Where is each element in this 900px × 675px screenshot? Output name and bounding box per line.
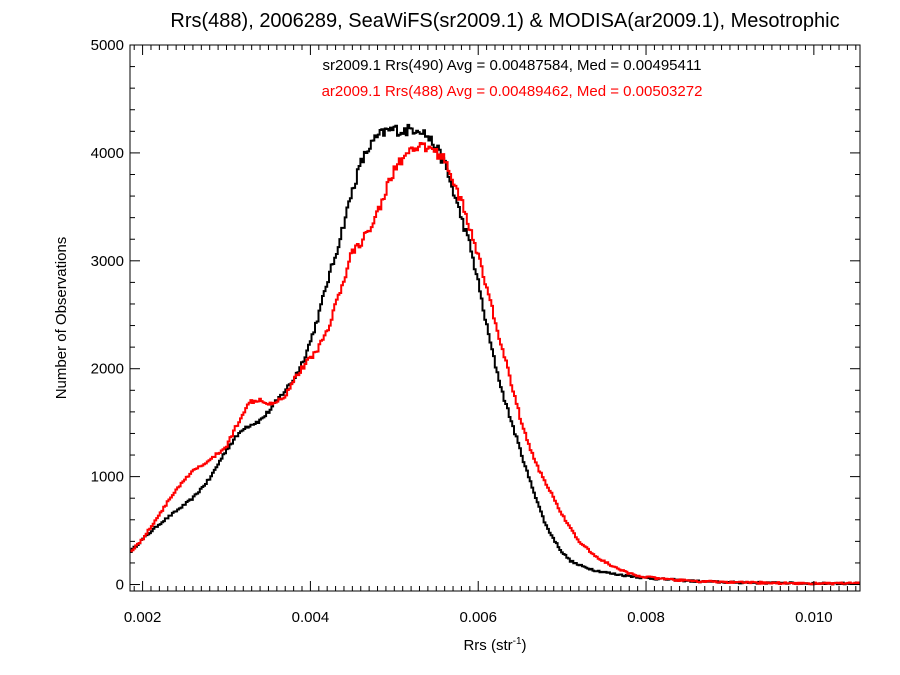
x-tick-label: 0.006 bbox=[459, 609, 497, 626]
y-tick-label: 0 bbox=[116, 577, 124, 594]
y-tick-label: 1000 bbox=[91, 469, 124, 486]
x-tick-label: 0.004 bbox=[292, 609, 330, 626]
x-axis-ticks: 0.002 0.004 0.006 0.008 0.010 bbox=[124, 45, 857, 626]
x-axis-label: Rrs (str-1) bbox=[463, 636, 526, 654]
x-axis-label-end: ) bbox=[522, 637, 527, 654]
y-tick-label: 2000 bbox=[91, 361, 124, 378]
y-tick-label: 3000 bbox=[91, 253, 124, 270]
x-tick-label: 0.010 bbox=[795, 609, 833, 626]
chart-title: Rrs(488), 2006289, SeaWiFS(sr2009.1) & M… bbox=[170, 10, 839, 32]
annotation-sr2009: sr2009.1 Rrs(490) Avg = 0.00487584, Med … bbox=[323, 57, 702, 74]
series-line-ar2009 bbox=[130, 142, 861, 586]
series-layer bbox=[130, 123, 861, 586]
x-axis-label-base: Rrs (str bbox=[463, 637, 512, 654]
x-tick-label: 0.002 bbox=[124, 609, 162, 626]
x-tick-label: 0.008 bbox=[627, 609, 665, 626]
series-line-sr2009 bbox=[130, 123, 861, 586]
y-axis-label: Number of Observations bbox=[53, 237, 70, 400]
y-tick-label: 4000 bbox=[91, 145, 124, 162]
y-tick-label: 5000 bbox=[91, 37, 124, 54]
annotation-ar2009: ar2009.1 Rrs(488) Avg = 0.00489462, Med … bbox=[322, 83, 703, 100]
x-axis-label-superscript: -1 bbox=[513, 636, 522, 647]
y-axis-ticks: 0 1000 2000 3000 4000 5000 bbox=[91, 37, 860, 594]
